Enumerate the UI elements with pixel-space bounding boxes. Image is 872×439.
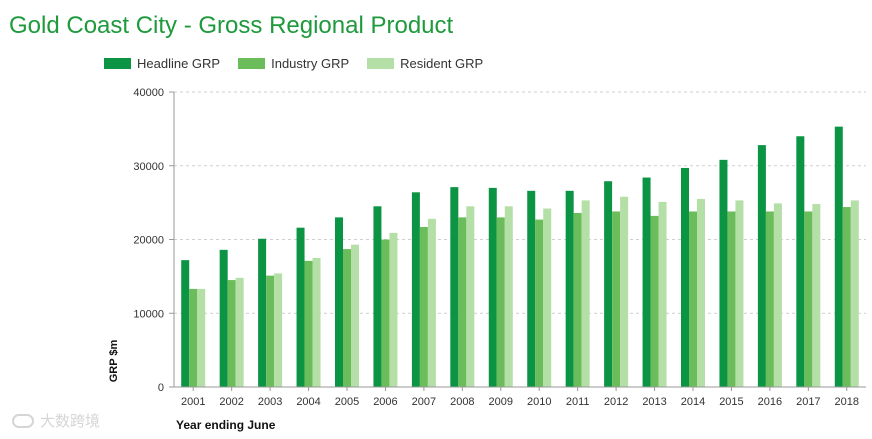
x-tick-label-2013: 2013 — [642, 396, 666, 408]
bar-industry-grp-2011[interactable] — [573, 212, 582, 387]
legend-item-resident[interactable]: Resident GRP — [367, 56, 483, 71]
legend-label-resident: Resident GRP — [400, 56, 484, 71]
bar-resident-grp-2016[interactable] — [773, 203, 782, 387]
bar-industry-grp-2003[interactable] — [266, 275, 275, 387]
x-tick-label-2018: 2018 — [835, 396, 859, 408]
x-tick-label-2017: 2017 — [796, 396, 820, 408]
watermark-logo-icon — [12, 413, 34, 428]
legend-label-headline: Headline GRP — [137, 56, 221, 71]
bar-industry-grp-2015[interactable] — [727, 211, 736, 387]
legend-swatch-industry — [238, 58, 266, 69]
bar-industry-grp-2013[interactable] — [650, 215, 659, 387]
bar-headline-grp-2010[interactable] — [527, 190, 536, 387]
bar-industry-grp-2017[interactable] — [804, 211, 813, 387]
bar-resident-grp-2008[interactable] — [466, 206, 475, 387]
bar-resident-grp-2003[interactable] — [274, 273, 283, 387]
bar-industry-grp-2016[interactable] — [765, 211, 774, 387]
bar-industry-grp-2005[interactable] — [343, 249, 351, 387]
legend-label-industry: Industry GRP — [271, 56, 350, 71]
bar-resident-grp-2018[interactable] — [850, 200, 859, 387]
bar-industry-grp-2006[interactable] — [381, 239, 390, 388]
watermark-text: 大数跨境 — [40, 413, 101, 430]
bar-industry-grp-2008[interactable] — [458, 217, 467, 387]
bar-industry-grp-2018[interactable] — [842, 207, 851, 387]
bar-resident-grp-2010[interactable] — [543, 208, 552, 387]
bar-industry-grp-2002[interactable] — [227, 280, 236, 387]
bar-resident-grp-2002[interactable] — [235, 277, 244, 387]
x-tick-label-2003: 2003 — [258, 396, 282, 408]
x-tick-label-2010: 2010 — [527, 396, 551, 408]
bar-headline-grp-2009[interactable] — [488, 187, 497, 387]
x-tick-label-2012: 2012 — [604, 396, 628, 408]
bar-resident-grp-2006[interactable] — [389, 232, 398, 387]
bar-industry-grp-2004[interactable] — [304, 260, 313, 387]
bar-industry-grp-2007[interactable] — [419, 226, 428, 387]
y-tick-label: 40000 — [133, 87, 164, 99]
x-tick-label-2007: 2007 — [412, 396, 436, 408]
bar-headline-grp-2002[interactable] — [219, 249, 228, 387]
bar-resident-grp-2004[interactable] — [312, 257, 321, 387]
bar-resident-grp-2015[interactable] — [735, 200, 744, 387]
y-tick-label: 10000 — [133, 308, 164, 320]
bar-industry-grp-2001[interactable] — [189, 288, 198, 387]
y-axis-label: GRP $m — [108, 339, 120, 382]
bar-headline-grp-2001[interactable] — [181, 260, 190, 387]
legend-item-industry[interactable]: Industry GRP — [238, 56, 349, 71]
bar-industry-grp-2010[interactable] — [535, 219, 544, 387]
legend-swatch-headline — [104, 58, 131, 69]
x-tick-label-2015: 2015 — [719, 396, 743, 408]
watermark: 大数跨境 — [12, 410, 100, 431]
bar-resident-grp-2013[interactable] — [658, 201, 667, 387]
bar-headline-grp-2012[interactable] — [604, 181, 613, 387]
bar-headline-grp-2006[interactable] — [373, 206, 382, 387]
bar-headline-grp-2008[interactable] — [450, 187, 459, 387]
y-tick-label: 30000 — [133, 161, 164, 173]
bar-headline-grp-2018[interactable] — [834, 126, 843, 387]
y-tick-label: 20000 — [133, 235, 164, 247]
bar-headline-grp-2017[interactable] — [796, 136, 805, 387]
x-tick-label-2016: 2016 — [758, 396, 782, 408]
x-tick-label-2002: 2002 — [219, 396, 243, 408]
x-tick-label-2004: 2004 — [296, 396, 320, 408]
bar-resident-grp-2011[interactable] — [581, 200, 590, 387]
bar-headline-grp-2011[interactable] — [565, 190, 574, 387]
bar-headline-grp-2005[interactable] — [335, 217, 343, 387]
bar-industry-grp-2012[interactable] — [612, 211, 621, 387]
bar-resident-grp-2005[interactable] — [351, 244, 359, 387]
bar-resident-grp-2012[interactable] — [620, 196, 629, 387]
bar-headline-grp-2003[interactable] — [258, 238, 267, 387]
x-axis-label: Year ending June — [176, 418, 276, 432]
y-tick-label: 0 — [158, 382, 164, 394]
bars — [181, 126, 859, 388]
gridlines — [174, 91, 866, 314]
bar-headline-grp-2015[interactable] — [719, 159, 728, 387]
bar-resident-grp-2001[interactable] — [197, 288, 206, 387]
bar-resident-grp-2014[interactable] — [697, 198, 705, 387]
bar-industry-grp-2009[interactable] — [496, 217, 505, 387]
axes: 0 10000 20000 30000 40000 2001 2002 2003 2004 200… — [133, 87, 866, 408]
x-tick-label-2001: 2001 — [181, 396, 205, 408]
bar-headline-grp-2004[interactable] — [296, 227, 305, 387]
legend-item-headline[interactable]: Headline GRP — [104, 56, 220, 71]
bar-industry-grp-2014[interactable] — [689, 211, 697, 387]
bar-headline-grp-2007[interactable] — [411, 192, 420, 387]
x-tick-label-2008: 2008 — [450, 396, 474, 408]
bar-resident-grp-2007[interactable] — [427, 218, 436, 387]
legend-swatch-resident — [367, 58, 395, 69]
bar-headline-grp-2014[interactable] — [681, 167, 689, 387]
x-tick-label-2009: 2009 — [489, 396, 513, 408]
chart-title: Gold Coast City - Gross Regional Product — [9, 12, 454, 39]
x-tick-label-2011: 2011 — [566, 396, 590, 408]
x-tick-label-2006: 2006 — [373, 396, 397, 408]
x-tick-label-2014: 2014 — [681, 396, 705, 408]
bar-resident-grp-2009[interactable] — [504, 206, 513, 387]
bar-resident-grp-2017[interactable] — [812, 204, 821, 387]
x-tick-label-2005: 2005 — [335, 396, 359, 408]
bar-headline-grp-2016[interactable] — [757, 145, 766, 387]
bar-headline-grp-2013[interactable] — [642, 177, 651, 387]
chart-legend: Headline GRP Industry GRP Resident GRP — [104, 56, 501, 71]
